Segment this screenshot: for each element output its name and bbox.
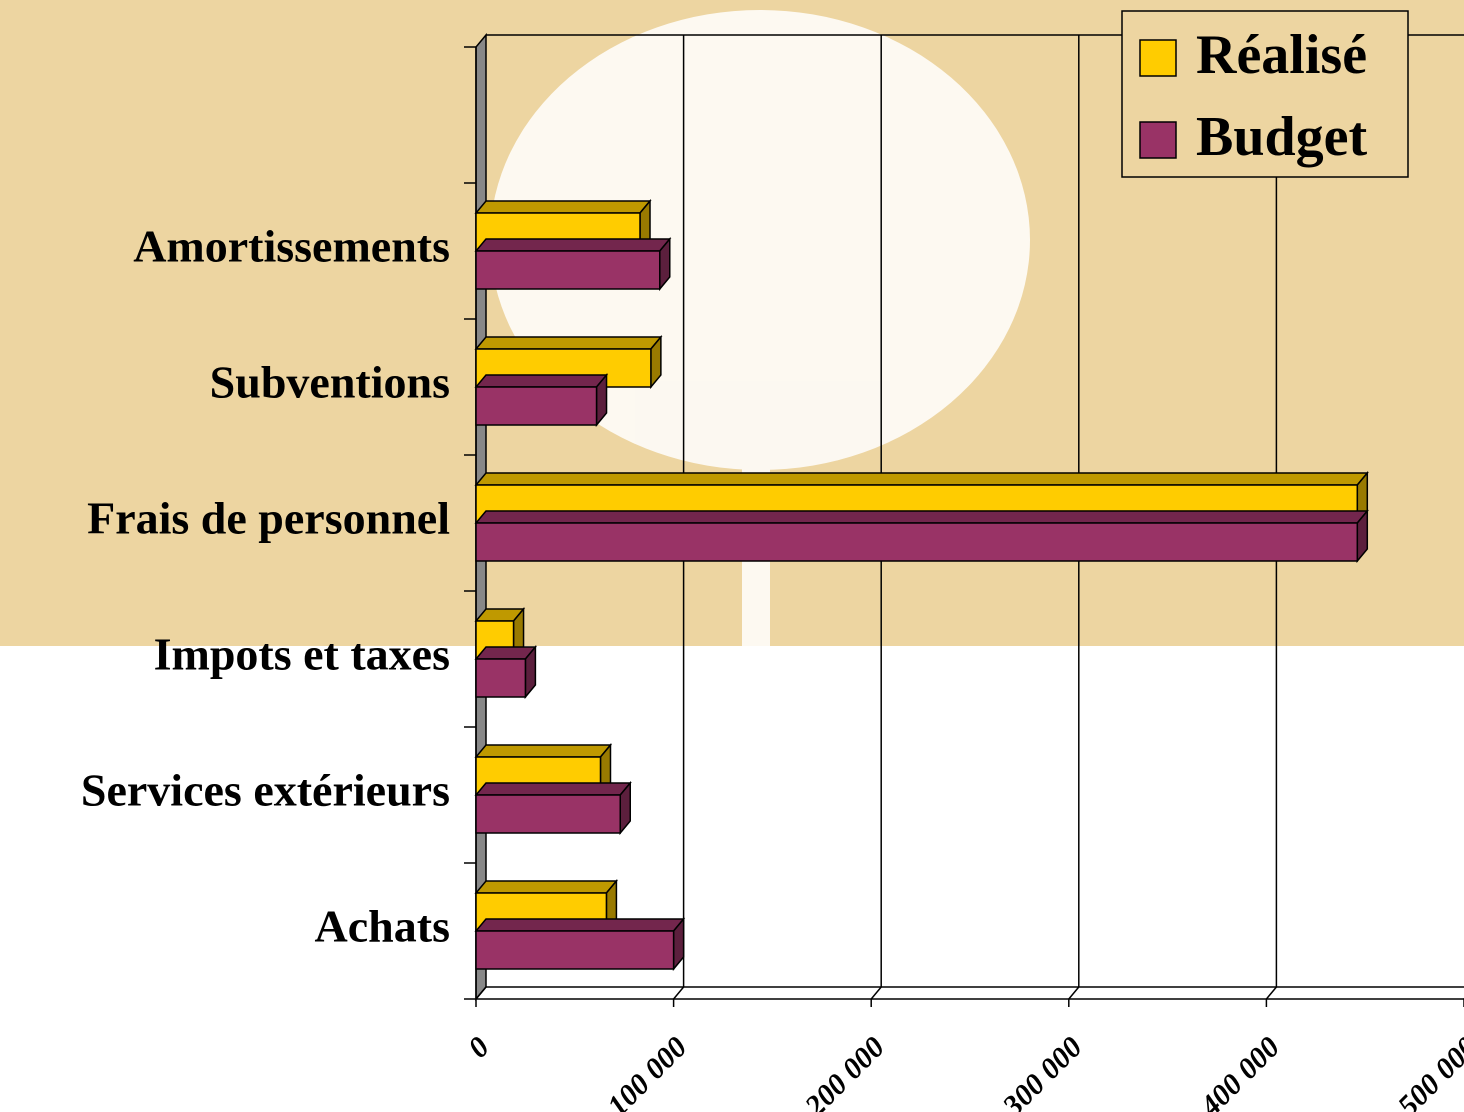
bar-top: [474, 238, 672, 252]
x-tick-label: 0: [462, 1030, 496, 1064]
bar-top: [474, 510, 1369, 524]
bar-top: [474, 782, 632, 796]
bar-top: [474, 336, 663, 350]
legend-box: [1121, 10, 1409, 178]
y-tick-label: Amortissements: [133, 221, 450, 272]
bar-top: [474, 880, 619, 894]
bar-top: [474, 472, 1369, 486]
bar: [474, 236, 672, 292]
legend-swatch: [1139, 39, 1177, 77]
bar-top: [474, 744, 613, 758]
y-tick-label: Impots et taxes: [154, 629, 450, 680]
x-tick: [475, 986, 487, 1000]
bar-top: [474, 918, 686, 932]
x-tick-label: 400 000: [1193, 1030, 1286, 1112]
bar: [474, 644, 538, 700]
bar-front: [475, 250, 661, 290]
bar-front: [475, 930, 675, 970]
y-tick-label: Frais de personnel: [87, 493, 450, 544]
x-tick-label: 100 000: [601, 1030, 693, 1112]
x-tick: [870, 986, 882, 1000]
y-tick-label: Subventions: [210, 357, 450, 408]
y-tick-label: Achats: [315, 901, 450, 952]
x-tick-label: 200 000: [798, 1030, 891, 1112]
bar-front: [475, 794, 621, 834]
legend-swatch: [1139, 121, 1177, 159]
x-tick: [1265, 986, 1277, 1000]
bar-front: [475, 386, 598, 426]
y-tick-label: Services extérieurs: [81, 765, 450, 816]
bar: [474, 780, 632, 836]
x-tick: [673, 986, 685, 1000]
x-tick-label: 300 000: [996, 1030, 1089, 1112]
bar-front: [475, 522, 1359, 562]
bar: [474, 372, 609, 428]
bar-top: [474, 374, 609, 388]
bar-top: [474, 200, 652, 214]
x-tick: [1068, 986, 1080, 1000]
bar: [474, 508, 1369, 564]
bar: [474, 916, 686, 972]
legend-label: Réalisé: [1196, 24, 1367, 86]
x-tick-label: 500 000: [1392, 1030, 1464, 1112]
bar-front: [475, 658, 527, 698]
legend-label: Budget: [1196, 106, 1367, 168]
